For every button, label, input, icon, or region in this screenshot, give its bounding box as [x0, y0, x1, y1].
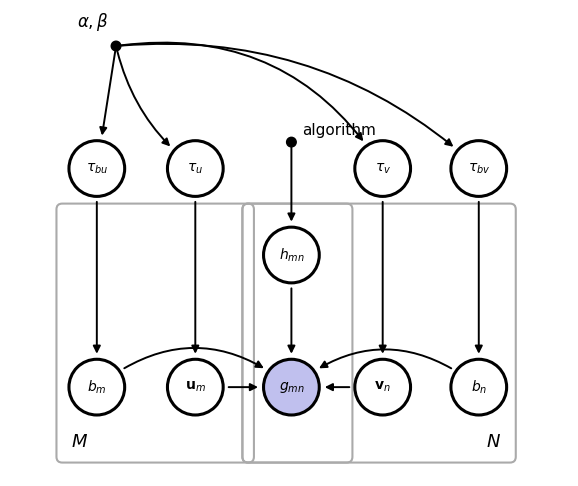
Circle shape	[69, 359, 125, 415]
Circle shape	[355, 140, 410, 196]
Circle shape	[287, 138, 296, 147]
Circle shape	[69, 140, 125, 196]
Circle shape	[111, 41, 121, 51]
Circle shape	[355, 359, 410, 415]
Circle shape	[451, 140, 507, 196]
Circle shape	[451, 359, 507, 415]
Circle shape	[264, 359, 319, 415]
Text: $\mathbf{u}_m$: $\mathbf{u}_m$	[185, 380, 206, 394]
Circle shape	[168, 359, 223, 415]
Text: M: M	[72, 433, 87, 451]
Circle shape	[264, 227, 319, 283]
Text: $\tau_{bv}$: $\tau_{bv}$	[468, 161, 490, 176]
Text: $b_m$: $b_m$	[87, 379, 106, 396]
Text: $\tau_u$: $\tau_u$	[187, 161, 203, 176]
Text: $\tau_{bu}$: $\tau_{bu}$	[86, 161, 108, 176]
Text: $\mathbf{v}_n$: $\mathbf{v}_n$	[375, 380, 391, 394]
Text: N: N	[487, 433, 501, 451]
Text: $\tau_v$: $\tau_v$	[375, 161, 391, 176]
Text: $b_n$: $b_n$	[470, 379, 487, 396]
Text: $h_{mn}$: $h_{mn}$	[279, 246, 304, 264]
Text: algorithm: algorithm	[302, 123, 376, 138]
Text: $g_{mn}$: $g_{mn}$	[279, 380, 304, 395]
Circle shape	[168, 140, 223, 196]
Text: $\alpha, \beta$: $\alpha, \beta$	[77, 11, 109, 33]
